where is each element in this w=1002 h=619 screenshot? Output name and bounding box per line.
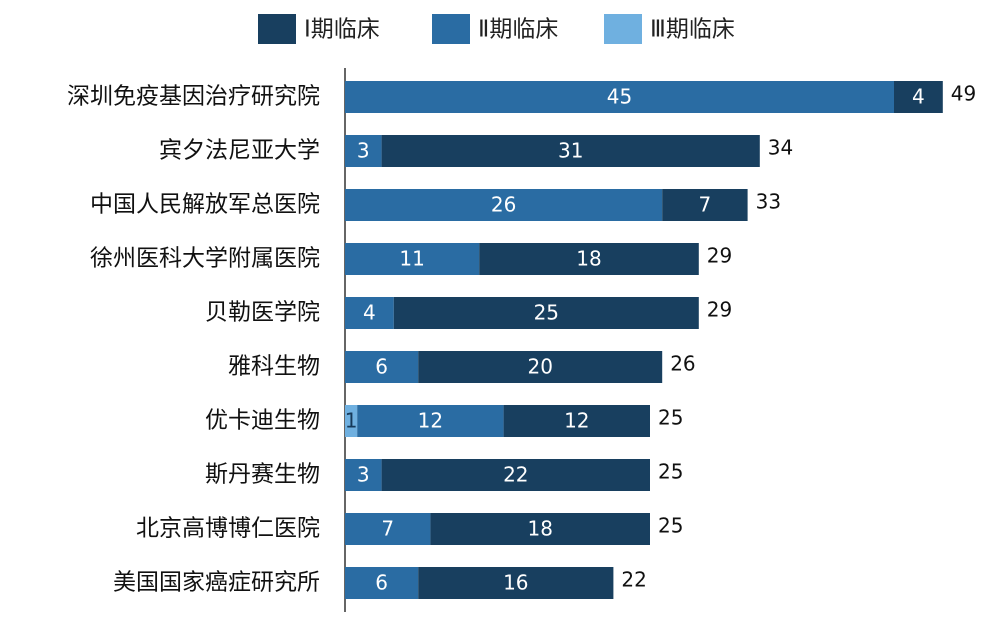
- bar-segment: [381, 459, 650, 491]
- data-label: 4: [363, 301, 376, 325]
- bar-segment: [345, 243, 480, 275]
- bar-segment: [503, 405, 650, 437]
- bar-segment: [345, 513, 431, 545]
- legend-label: Ⅱ期临床: [478, 17, 558, 43]
- data-label: 12: [564, 409, 589, 433]
- data-label: 11: [399, 247, 424, 271]
- data-label: 31: [558, 139, 583, 163]
- bar-segment: [381, 135, 760, 167]
- category-label: 徐州医科大学附属医院: [90, 246, 320, 272]
- category-label: 雅科生物: [228, 354, 320, 380]
- data-label: 7: [381, 517, 394, 541]
- bar-segment: [357, 405, 504, 437]
- total-label: 25: [658, 406, 683, 430]
- bar-segment: [345, 459, 382, 491]
- total-label: 29: [707, 244, 732, 268]
- total-label: 34: [768, 136, 793, 160]
- data-label: 4: [912, 85, 925, 109]
- data-label: 7: [699, 193, 712, 217]
- legend-swatch: [432, 14, 470, 44]
- data-label: 45: [607, 85, 632, 109]
- data-label: 6: [375, 355, 388, 379]
- bar-segment: [345, 135, 382, 167]
- total-label: 25: [658, 460, 683, 484]
- category-label: 北京高博博仁医院: [136, 516, 320, 542]
- data-label: 18: [576, 247, 601, 271]
- category-label: 优卡迪生物: [205, 408, 320, 434]
- bar-segment: [418, 351, 663, 383]
- legend-swatch: [258, 14, 296, 44]
- category-label: 斯丹赛生物: [205, 462, 320, 488]
- category-label: 宾夕法尼亚大学: [159, 138, 320, 164]
- bar-segment: [393, 297, 699, 329]
- bar-segment: [345, 405, 358, 437]
- data-label: 16: [503, 571, 528, 595]
- total-label: 26: [670, 352, 695, 376]
- data-label: 1: [345, 409, 358, 433]
- bar-segment: [345, 81, 894, 113]
- legend-swatch: [604, 14, 642, 44]
- bar-segment: [345, 567, 419, 599]
- data-label: 25: [534, 301, 559, 325]
- data-label: 18: [527, 517, 552, 541]
- bar-segment: [345, 297, 394, 329]
- total-label: 29: [707, 298, 732, 322]
- category-label: 贝勒医学院: [205, 300, 320, 326]
- bar-segment: [430, 513, 650, 545]
- bar-segment: [894, 81, 943, 113]
- data-label: 3: [357, 139, 370, 163]
- total-label: 49: [951, 82, 976, 106]
- category-label: 美国国家癌症研究所: [113, 570, 320, 596]
- bar-segment: [418, 567, 614, 599]
- bar-segment: [662, 189, 748, 221]
- total-label: 25: [658, 514, 683, 538]
- legend-label: Ⅰ期临床: [304, 17, 380, 43]
- category-label: 中国人民解放军总医院: [90, 192, 320, 218]
- category-label: 深圳免疫基因治疗研究院: [67, 84, 320, 110]
- data-label: 20: [527, 355, 552, 379]
- data-label: 12: [418, 409, 443, 433]
- bar-segment: [345, 189, 663, 221]
- bar-segment: [345, 351, 419, 383]
- bar-segment: [479, 243, 699, 275]
- data-label: 22: [503, 463, 528, 487]
- legend-label: Ⅲ期临床: [650, 17, 735, 43]
- total-label: 33: [756, 190, 781, 214]
- data-label: 26: [491, 193, 516, 217]
- data-label: 6: [375, 571, 388, 595]
- total-label: 22: [621, 568, 646, 592]
- data-label: 3: [357, 463, 370, 487]
